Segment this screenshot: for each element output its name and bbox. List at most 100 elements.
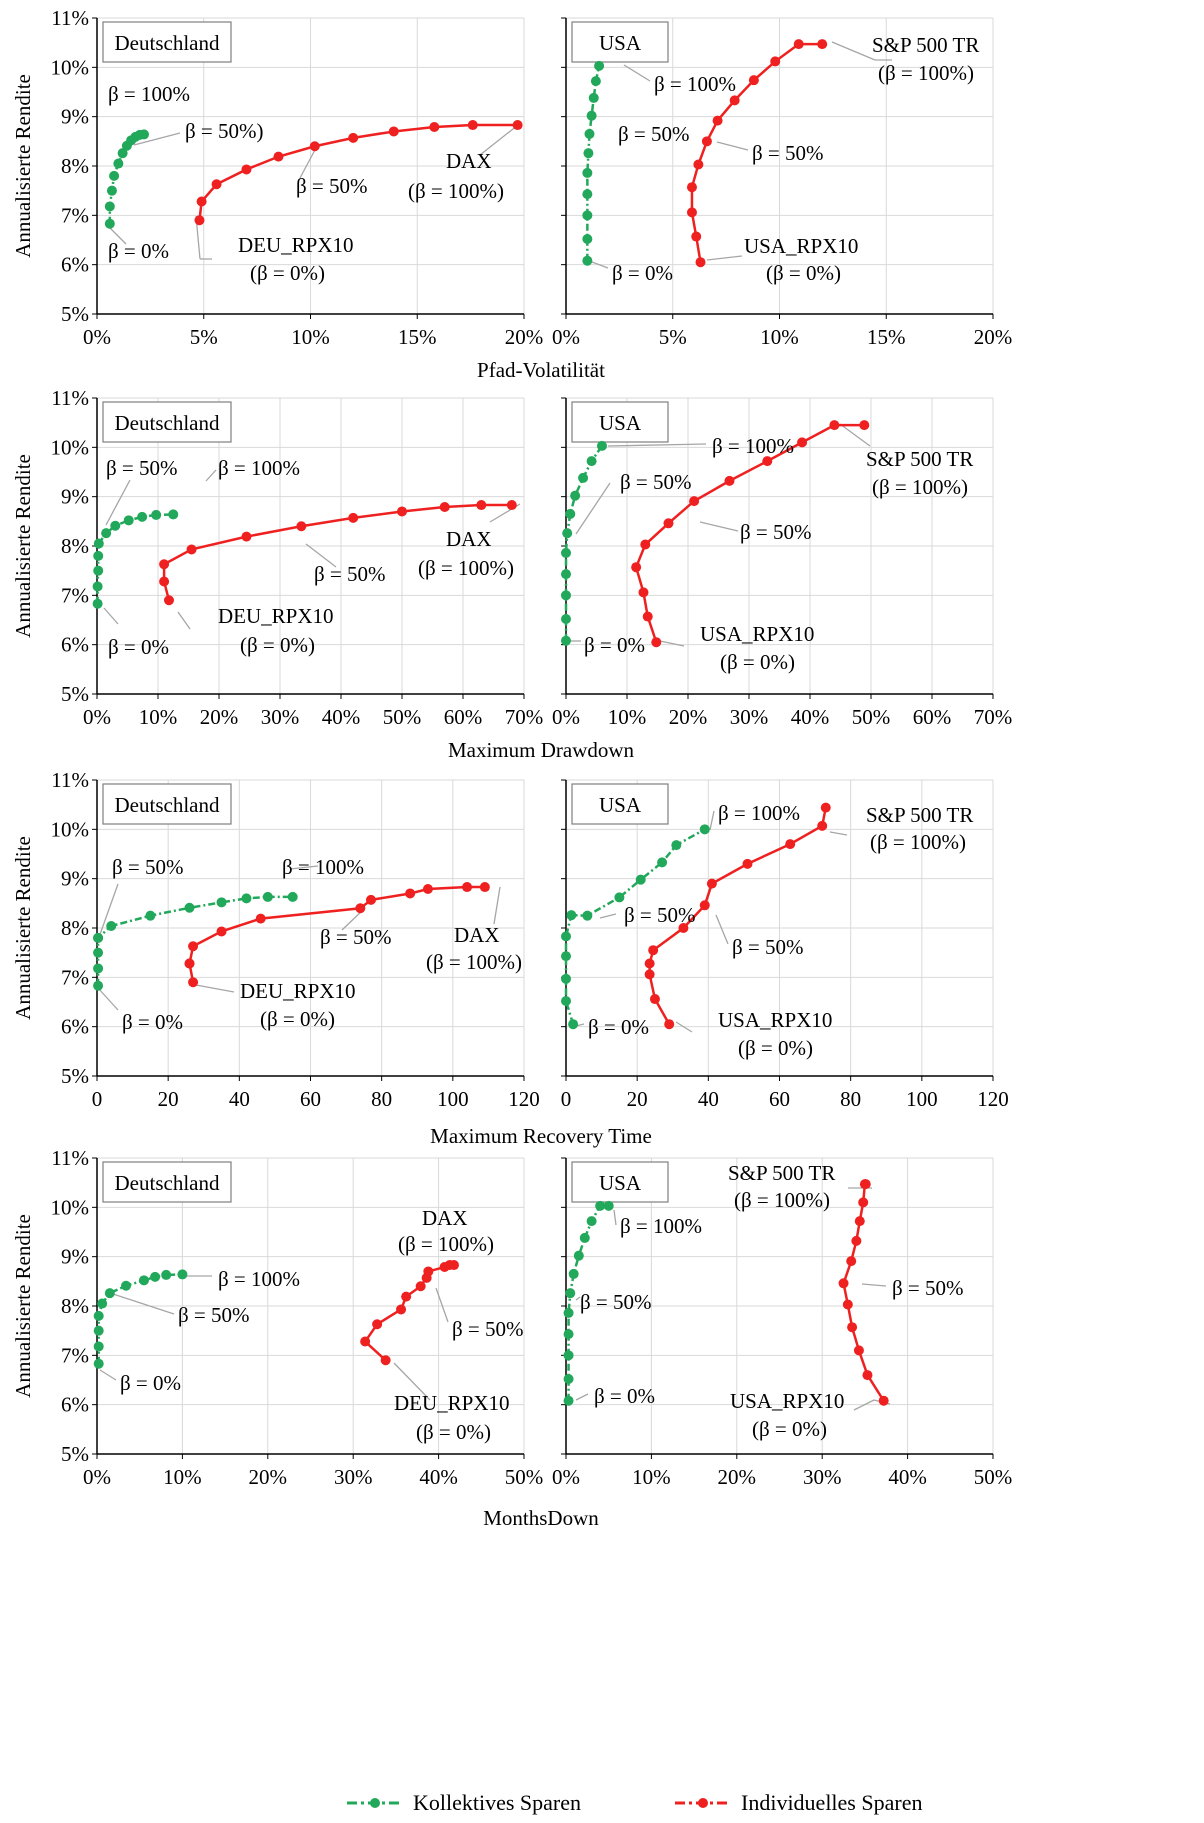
annotation-leader <box>103 607 119 625</box>
data-point-individual <box>748 75 759 86</box>
chart-panel: 0% 5% 10% 15% 20%5%6%7%8%9%10%11%Deutschland… <box>11 6 605 382</box>
panel-title: USA <box>599 411 642 435</box>
data-point-collective <box>614 892 625 903</box>
annotation-label: DAX <box>422 1206 468 1230</box>
annotation-label: β = 100% <box>620 1214 702 1238</box>
x-tick-label: 10% <box>608 705 647 729</box>
annotation-leader <box>613 1209 617 1226</box>
panel-title-box <box>102 783 232 825</box>
annotation-label: (β = 100%) <box>408 179 504 203</box>
data-point-collective <box>561 569 571 580</box>
data-point-collective <box>562 528 573 539</box>
annotation-label: β = 0% <box>584 633 645 657</box>
x-tick-label: 20 <box>627 1087 648 1111</box>
y-tick-label: 11% <box>51 768 89 792</box>
annotation-leader <box>479 124 519 156</box>
x-tick-label: 0% <box>552 325 580 349</box>
data-point-individual <box>348 512 359 523</box>
annotation-leader <box>575 1393 589 1401</box>
data-point-individual <box>693 159 704 170</box>
y-tick-label: 11% <box>51 6 89 30</box>
data-point-collective <box>93 550 104 561</box>
panel-title-box <box>102 401 232 443</box>
data-point-individual <box>365 894 376 905</box>
annotation-label: β = 50% <box>892 1276 964 1300</box>
panel-title-box <box>102 1161 232 1203</box>
x-tick-label: 20% <box>505 325 544 349</box>
data-point-individual <box>686 182 697 193</box>
x-tick-label: 10% <box>163 1465 202 1489</box>
legend-item-collective: Kollektives Sparen <box>345 1786 581 1820</box>
x-tick-label: 50% <box>852 705 891 729</box>
series-line-collective <box>96 895 293 986</box>
panel-title: USA <box>599 793 642 817</box>
x-tick-label: 60 <box>769 1087 790 1111</box>
annotation-leader <box>829 831 848 836</box>
data-point-individual <box>858 1197 869 1208</box>
data-point-individual <box>742 858 753 869</box>
annotation-label: S&P 500 TR <box>866 447 973 471</box>
panel-title: Deutschland <box>115 411 220 435</box>
data-point-individual <box>163 595 174 606</box>
data-point-individual <box>797 437 808 448</box>
annotation-label: β = 50% <box>732 935 804 959</box>
data-point-collective <box>150 1271 161 1282</box>
x-tick-label: 10% <box>632 1465 671 1489</box>
x-tick-label: 20 <box>158 1087 179 1111</box>
panel-title-box <box>571 1161 669 1203</box>
data-point-individual <box>689 496 700 507</box>
data-point-individual <box>640 539 651 550</box>
data-point-collective <box>241 893 252 904</box>
x-axis-label: MonthsDown <box>483 1506 599 1530</box>
data-point-collective <box>113 158 124 169</box>
data-point-collective <box>117 148 128 159</box>
y-tick-label: 6% <box>61 633 89 657</box>
annotation-label: (β = 100%) <box>734 1188 830 1212</box>
annotation-label: (β = 0%) <box>250 261 325 285</box>
data-point-collective <box>563 1350 574 1361</box>
x-tick-label: 30% <box>803 1465 842 1489</box>
data-point-collective <box>582 234 593 245</box>
annotation-label: β = 0% <box>612 261 673 285</box>
x-tick-label: 40 <box>229 1087 250 1111</box>
data-point-individual <box>820 802 831 813</box>
data-point-individual <box>429 122 440 133</box>
data-point-collective <box>561 614 571 625</box>
data-point-individual <box>762 456 773 467</box>
data-point-collective <box>596 440 607 451</box>
annotation-label: (β = 100%) <box>878 61 974 85</box>
x-tick-label: 0 <box>92 1087 103 1111</box>
panel-title: USA <box>599 31 642 55</box>
series-line-individual <box>842 1182 885 1402</box>
annotation-label: USA_RPX10 <box>700 622 814 646</box>
data-point-collective <box>563 1395 574 1406</box>
chart-panel: 0% 10% 20% 30% 40% 50% 60% 70% 5% 6% 7% 8% 9% 10% 11% D… <box>11 386 635 762</box>
annotation-label: (β = 0%) <box>752 1417 827 1441</box>
data-point-collective <box>590 76 601 87</box>
data-point-collective <box>595 1200 606 1211</box>
annotation-leader <box>623 64 651 82</box>
data-point-individual <box>701 136 712 147</box>
annotation-label: (β = 100%) <box>872 475 968 499</box>
y-tick-label: 7% <box>61 1343 89 1367</box>
annotation-label: DAX <box>446 527 492 551</box>
annotation-leader <box>205 469 217 482</box>
x-tick-label: 50% <box>505 1465 544 1489</box>
annotation-label: β = 0% <box>108 239 169 263</box>
data-point-individual <box>512 120 523 131</box>
annotation-leader <box>607 443 707 447</box>
y-tick-label: 8% <box>61 1294 89 1318</box>
data-point-individual <box>241 531 252 542</box>
annotation-label: USA_RPX10 <box>744 234 858 258</box>
data-point-collective <box>586 456 597 467</box>
x-tick-label: 30% <box>730 705 769 729</box>
panel-title: Deutschland <box>115 793 220 817</box>
data-point-individual <box>678 923 689 933</box>
annotation-leader <box>109 1292 175 1315</box>
data-point-collective <box>101 528 112 539</box>
x-tick-label: 5% <box>190 325 218 349</box>
annotation-leader <box>105 479 131 526</box>
annotation-label: β = 0% <box>108 635 169 659</box>
data-point-collective <box>262 891 273 902</box>
annotation-leader <box>393 1362 431 1401</box>
